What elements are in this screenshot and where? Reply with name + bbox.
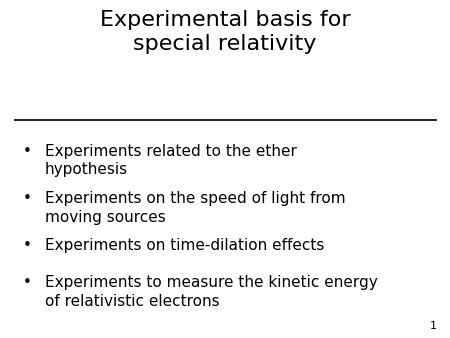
Text: •: •: [22, 144, 32, 159]
Text: Experimental basis for
special relativity: Experimental basis for special relativit…: [100, 10, 350, 54]
Text: Experiments on time-dilation effects: Experiments on time-dilation effects: [45, 238, 324, 253]
Text: Experiments related to the ether
hypothesis: Experiments related to the ether hypothe…: [45, 144, 297, 177]
Text: Experiments to measure the kinetic energy
of relativistic electrons: Experiments to measure the kinetic energ…: [45, 275, 378, 309]
Text: •: •: [22, 191, 32, 206]
Text: 1: 1: [429, 321, 436, 331]
Text: •: •: [22, 238, 32, 253]
Text: Experiments on the speed of light from
moving sources: Experiments on the speed of light from m…: [45, 191, 346, 224]
Text: •: •: [22, 275, 32, 290]
